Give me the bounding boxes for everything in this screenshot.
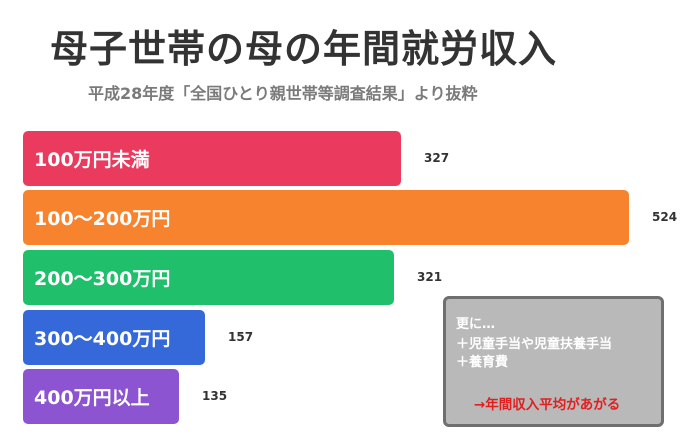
note-result: →年間収入平均があがる <box>474 397 621 413</box>
bar-category-label: 100〜200万円 <box>34 208 171 230</box>
bar-4: 400万円以上 <box>23 369 179 424</box>
bar-category-label: 400万円以上 <box>34 387 150 409</box>
note-line-2: ＋児童手当や児童扶養手当 <box>456 337 613 352</box>
bar-value-label: 327 <box>424 150 450 165</box>
chart-subtitle: 平成28年度「全国ひとり親世帯等調査結果」より抜粋 <box>88 84 478 103</box>
note-line-1: 更に… <box>456 317 496 332</box>
bar-1: 100〜200万円 <box>23 190 629 245</box>
bar-value-label: 157 <box>228 329 254 344</box>
bar-value-label: 524 <box>652 209 678 224</box>
note-line-3: ＋養育費 <box>456 355 509 370</box>
bar-0: 100万円未満 <box>23 131 401 186</box>
note-box: 更に… ＋児童手当や児童扶養手当 ＋養育費 →年間収入平均があがる <box>443 296 664 427</box>
bar-2: 200〜300万円 <box>23 250 394 305</box>
bar-value-label: 135 <box>202 388 228 403</box>
bar-value-label: 321 <box>417 269 443 284</box>
bar-3: 300〜400万円 <box>23 310 205 365</box>
chart-title: 母子世帯の母の年間就労収入 <box>50 27 558 71</box>
bar-category-label: 200〜300万円 <box>34 268 171 290</box>
bar-category-label: 300〜400万円 <box>34 328 171 350</box>
bar-category-label: 100万円未満 <box>34 149 150 171</box>
